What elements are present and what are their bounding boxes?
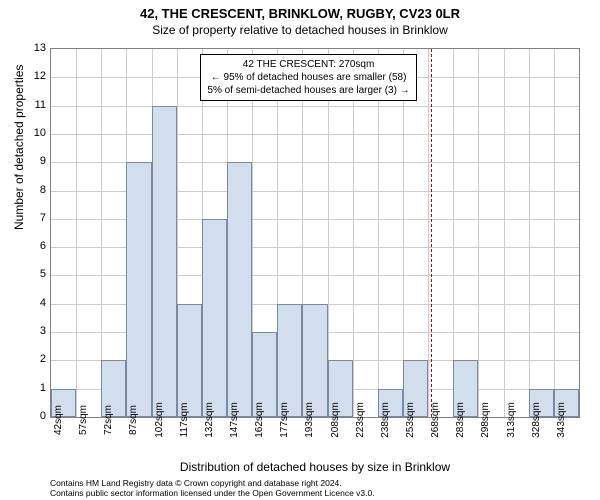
x-tick-label: 147sqm xyxy=(229,402,240,438)
chart-container: 42, THE CRESCENT, BRINKLOW, RUGBY, CV23 … xyxy=(0,0,600,500)
gridline-v xyxy=(504,49,505,417)
y-tick-label: 3 xyxy=(16,325,46,337)
gridline-v xyxy=(76,49,77,417)
y-tick-label: 13 xyxy=(16,42,46,54)
chart-subtitle: Size of property relative to detached ho… xyxy=(0,21,600,37)
footer-line1: Contains HM Land Registry data © Crown c… xyxy=(50,478,375,488)
plot-area xyxy=(50,48,580,418)
x-tick-label: 328sqm xyxy=(531,402,542,438)
footer-line2: Contains public sector information licen… xyxy=(50,488,375,498)
gridline-v xyxy=(378,49,379,417)
x-tick-label: 268sqm xyxy=(430,402,441,438)
y-tick-label: 12 xyxy=(16,70,46,82)
gridline-v xyxy=(428,49,429,417)
histogram-bar xyxy=(227,162,252,417)
x-tick-label: 87sqm xyxy=(128,405,139,435)
annotation-line1: 42 THE CRESCENT: 270sqm xyxy=(207,58,409,71)
x-tick-label: 283sqm xyxy=(455,402,466,438)
gridline-v xyxy=(478,49,479,417)
x-tick-label: 102sqm xyxy=(154,402,165,438)
x-tick-label: 117sqm xyxy=(179,403,190,438)
x-tick-label: 57sqm xyxy=(78,405,89,435)
x-tick-label: 162sqm xyxy=(254,402,265,438)
y-tick-label: 9 xyxy=(16,155,46,167)
x-tick-label: 42sqm xyxy=(53,405,64,435)
y-tick-label: 1 xyxy=(16,382,46,394)
y-tick-label: 5 xyxy=(16,268,46,280)
gridline-v xyxy=(529,49,530,417)
x-tick-label: 193sqm xyxy=(304,402,315,438)
histogram-bar xyxy=(302,304,327,417)
y-tick-label: 4 xyxy=(16,297,46,309)
chart-title: 42, THE CRESCENT, BRINKLOW, RUGBY, CV23 … xyxy=(0,0,600,21)
y-tick-label: 6 xyxy=(16,240,46,252)
y-tick-label: 7 xyxy=(16,212,46,224)
y-tick-label: 0 xyxy=(16,410,46,422)
gridline-h xyxy=(51,106,579,107)
x-tick-label: 343sqm xyxy=(556,402,567,438)
annotation-line3: 5% of semi-detached houses are larger (3… xyxy=(207,84,409,97)
gridline-v xyxy=(554,49,555,417)
x-tick-label: 72sqm xyxy=(103,405,114,435)
y-tick-label: 2 xyxy=(16,353,46,365)
gridline-v xyxy=(353,49,354,417)
x-tick-label: 177sqm xyxy=(279,402,290,438)
y-tick-label: 11 xyxy=(16,99,46,111)
histogram-bar xyxy=(126,162,151,417)
histogram-bar xyxy=(177,304,202,417)
histogram-bar xyxy=(277,304,302,417)
x-tick-label: 313sqm xyxy=(506,402,517,438)
x-tick-label: 298sqm xyxy=(480,402,491,438)
x-axis-label: Distribution of detached houses by size … xyxy=(50,460,580,474)
gridline-h xyxy=(51,134,579,135)
x-tick-label: 253sqm xyxy=(405,402,416,438)
marker-line xyxy=(431,49,432,417)
histogram-bar xyxy=(202,219,227,417)
x-tick-label: 208sqm xyxy=(330,402,341,438)
y-tick-label: 10 xyxy=(16,127,46,139)
annotation-box: 42 THE CRESCENT: 270sqm← 95% of detached… xyxy=(200,54,416,101)
footer-attribution: Contains HM Land Registry data © Crown c… xyxy=(50,478,375,498)
x-tick-label: 132sqm xyxy=(204,402,215,438)
annotation-line2: ← 95% of detached houses are smaller (58… xyxy=(207,71,409,84)
histogram-bar xyxy=(152,106,177,417)
y-axis-label: Number of detached properties xyxy=(12,65,26,230)
x-tick-label: 238sqm xyxy=(380,402,391,438)
y-tick-label: 8 xyxy=(16,184,46,196)
x-tick-label: 223sqm xyxy=(355,402,366,438)
